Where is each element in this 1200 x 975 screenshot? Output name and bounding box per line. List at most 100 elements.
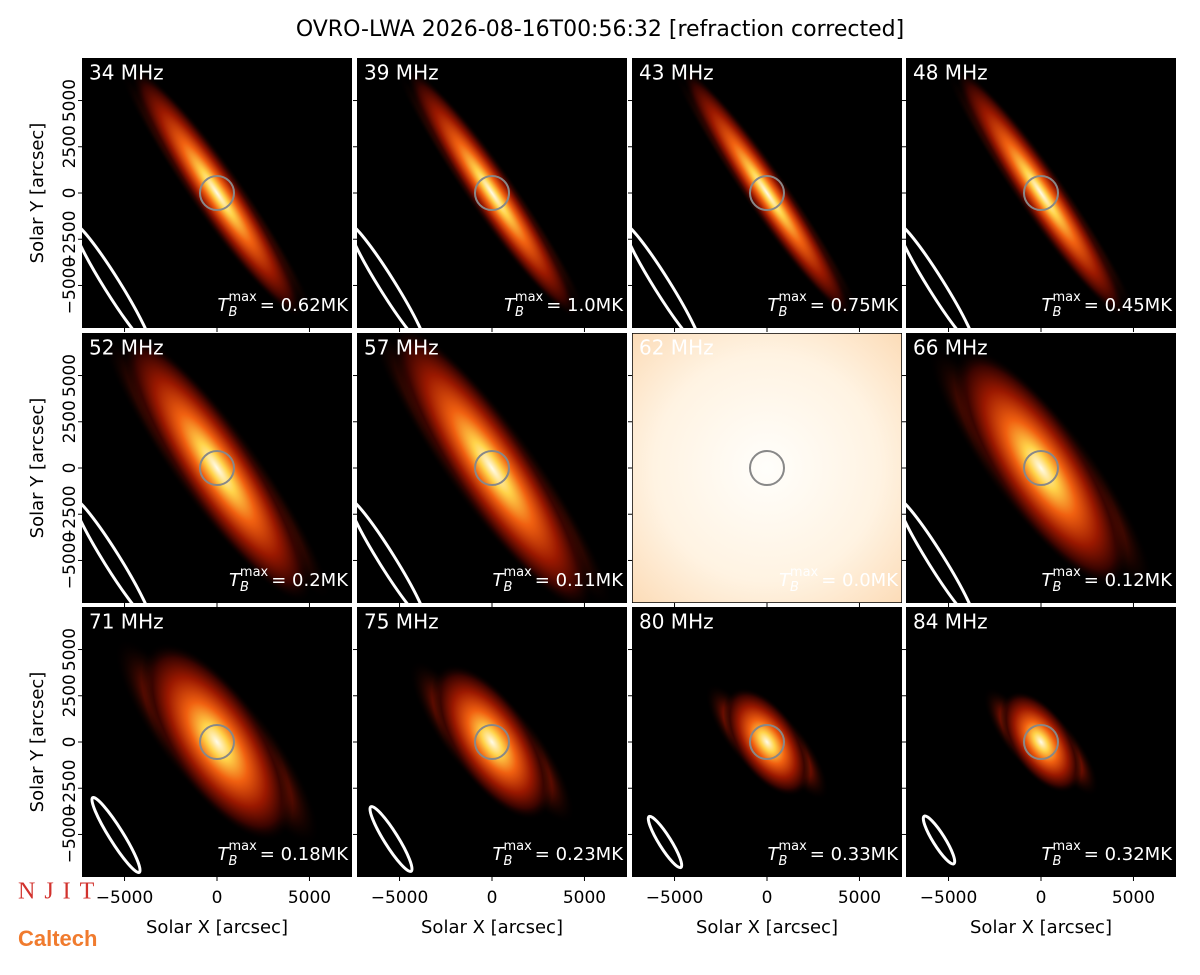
y-tick-label: −2500 xyxy=(60,485,80,543)
beam xyxy=(921,814,957,866)
annotation-subscript: B xyxy=(779,854,788,869)
annotation-superscript: max xyxy=(778,839,807,854)
panel-title: 43 MHz xyxy=(639,61,714,85)
solar-disk xyxy=(199,450,235,486)
solar-disk xyxy=(1023,450,1059,486)
panel-title: 66 MHz xyxy=(913,336,988,360)
annotation-superscript: max xyxy=(778,290,807,305)
x-tick-label: −5000 xyxy=(920,888,978,908)
emission xyxy=(431,664,553,820)
panel xyxy=(82,333,352,603)
x-tick-label: 0 xyxy=(1036,888,1047,908)
annotation: TBmax = 0.12MK xyxy=(1042,565,1174,595)
emission xyxy=(681,68,853,318)
y-tick-label: 0 xyxy=(60,463,80,474)
beam xyxy=(357,497,428,603)
annotation: TBmax = 1.0MK xyxy=(504,290,624,320)
annotation-subscript: B xyxy=(779,305,788,320)
emission xyxy=(130,67,304,319)
panel-title: 34 MHz xyxy=(89,61,164,85)
solar-disk xyxy=(474,450,510,486)
beam xyxy=(632,222,703,328)
x-tick-label: −5000 xyxy=(646,888,704,908)
emission xyxy=(955,68,1127,318)
annotation-value: = 0.75MK xyxy=(810,295,899,316)
annotation-symbol: T xyxy=(1042,570,1055,591)
panel-title: 80 MHz xyxy=(639,610,714,634)
annotation-superscript: max xyxy=(1052,839,1081,854)
y-tick-label: −5000 xyxy=(60,532,80,590)
panel-title: 75 MHz xyxy=(364,610,439,634)
beam xyxy=(90,796,142,874)
beam xyxy=(82,222,153,328)
annotation-symbol: T xyxy=(1042,295,1055,316)
annotation-symbol: T xyxy=(229,570,242,591)
annotation: TBmax = 0.23MK xyxy=(493,839,625,869)
annotation-symbol: T xyxy=(768,295,781,316)
solar-disk xyxy=(749,724,785,760)
y-tick-label: 2500 xyxy=(60,674,80,717)
emission xyxy=(953,349,1129,587)
annotation-superscript: max xyxy=(503,565,532,580)
annotation-superscript: max xyxy=(228,839,257,854)
solar-disk xyxy=(1023,724,1059,760)
panel xyxy=(906,58,1176,328)
beam xyxy=(906,222,977,328)
emission xyxy=(1000,691,1082,793)
annotation-subscript: B xyxy=(1053,854,1062,869)
annotation: TBmax = 0.33MK xyxy=(768,839,900,869)
emission xyxy=(141,642,293,842)
panel xyxy=(906,333,1176,603)
beam xyxy=(82,497,153,603)
annotation-symbol: T xyxy=(218,844,231,865)
x-tick-label: 5000 xyxy=(1112,888,1155,908)
image-background xyxy=(632,333,902,603)
y-tick-label: 5000 xyxy=(60,628,80,671)
y-tick-label: −5000 xyxy=(60,257,80,315)
y-tick-label: 0 xyxy=(60,737,80,748)
solar-disk xyxy=(1023,175,1059,211)
logo-caltech: Caltech xyxy=(18,926,97,951)
beam xyxy=(646,814,684,870)
annotation-symbol: T xyxy=(779,570,792,591)
annotation-subscript: B xyxy=(515,305,524,320)
panel xyxy=(632,58,902,328)
annotation-value: = 0.23MK xyxy=(535,844,624,865)
x-tick-label: 5000 xyxy=(288,888,331,908)
annotation-value: = 0.33MK xyxy=(810,844,899,865)
x-tick-label: 0 xyxy=(487,888,498,908)
beam xyxy=(368,805,414,873)
annotation-value: = 0.18MK xyxy=(260,844,349,865)
annotation-subscript: B xyxy=(240,580,249,595)
panel xyxy=(632,333,902,603)
annotation-superscript: max xyxy=(1052,565,1081,580)
panel xyxy=(357,58,627,328)
annotation-value: = 0.11MK xyxy=(535,570,624,591)
x-tick-label: 5000 xyxy=(563,888,606,908)
x-tick-label: 5000 xyxy=(838,888,881,908)
annotation: TBmax = 0.2MK xyxy=(229,565,349,595)
annotation: TBmax = 0.11MK xyxy=(493,565,625,595)
panel-title: 52 MHz xyxy=(89,336,164,360)
annotation: TBmax = 0.18MK xyxy=(218,839,350,869)
panel xyxy=(906,607,1176,877)
beam xyxy=(906,497,977,603)
emission xyxy=(723,687,811,797)
annotation-subscript: B xyxy=(229,854,238,869)
panel-title: 84 MHz xyxy=(913,610,988,634)
emission xyxy=(406,68,578,318)
x-tick-label: 0 xyxy=(212,888,223,908)
annotation-superscript: max xyxy=(515,290,544,305)
annotation-symbol: T xyxy=(218,295,231,316)
annotation-value: = 0.62MK xyxy=(260,295,349,316)
logo-njit: NJIT xyxy=(18,879,103,905)
solar-disk xyxy=(474,724,510,760)
annotation-superscript: max xyxy=(228,290,257,305)
panel xyxy=(632,607,902,877)
annotation-superscript: max xyxy=(503,839,532,854)
panel-title: 57 MHz xyxy=(364,336,439,360)
annotation-subscript: B xyxy=(1053,580,1062,595)
y-tick-label: −2500 xyxy=(60,759,80,817)
x-tick-label: 0 xyxy=(762,888,773,908)
